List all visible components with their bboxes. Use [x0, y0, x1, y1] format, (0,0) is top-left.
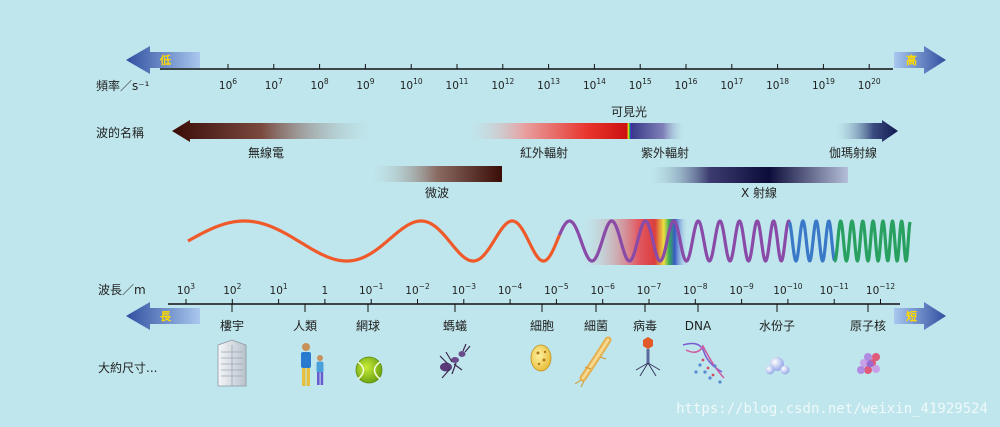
frequency-tick-label: 1018	[766, 77, 789, 92]
wavelength-tick-label: 1	[322, 285, 329, 297]
arrow-label-short: 短	[906, 309, 917, 323]
wavelength-tick-label: 10−4	[498, 282, 523, 297]
size-object-label: 細胞	[530, 319, 554, 333]
wave-segment	[833, 219, 912, 263]
frequency-tick-label: 1017	[720, 77, 743, 92]
band-visible: 可見光	[611, 105, 647, 139]
band-ultraviolet: 紫外輻射	[632, 123, 689, 160]
wavelength-tick-label: 10−12	[866, 282, 895, 297]
human-icon	[301, 343, 324, 386]
band-label-microwave: 微波	[425, 186, 449, 200]
frequency-tick-label: 1016	[675, 77, 698, 92]
frequency-tick-label: 1010	[400, 77, 423, 92]
size-object-label: 螞蟻	[443, 319, 467, 333]
wavelength-ticks: 103 102 101 1 10−1 10−2 10−3 10−4 10−5 10−6 10−7 10…	[177, 282, 895, 304]
wavelength-tick-label: 103	[177, 282, 195, 297]
frequency-tick-label: 1013	[537, 77, 560, 92]
size-object-label: 網球	[356, 319, 380, 333]
size-object-label: 病毒	[633, 318, 657, 333]
bottom-direction-arrow-right: 短	[894, 302, 946, 330]
virus-icon	[635, 337, 661, 377]
wavelength-tick-label: 10−3	[452, 282, 477, 297]
wavelength-tick-label: 10−1	[359, 282, 384, 297]
frequency-tick-label: 109	[356, 77, 374, 92]
band-label-infrared: 紅外輻射	[520, 145, 568, 160]
size-row-label: 大約尺寸...	[98, 360, 157, 375]
band-microwave: 微波	[372, 166, 502, 200]
arrow-label-high: 高	[906, 53, 917, 67]
wavelength-tick-label: 102	[223, 282, 241, 297]
size-object-labels: 樓宇 人類 網球 螞蟻 細胞 細菌 病毒 DNA 水份子 原子核	[220, 304, 886, 333]
band-label-gamma: 伽瑪射線	[829, 145, 877, 160]
frequency-tick-label: 1012	[491, 77, 514, 92]
frequency-tick-label: 1011	[446, 77, 469, 92]
frequency-tick-label: 107	[265, 77, 283, 92]
ant-icon	[439, 343, 471, 379]
wavelength-tick-label: 10−6	[590, 282, 615, 297]
wavelength-tick-label: 10−2	[405, 282, 430, 297]
band-label-ultraviolet: 紫外輻射	[641, 145, 689, 160]
band-label-radio: 無線電	[248, 145, 284, 160]
wavelength-tick-label: 10−11	[820, 282, 849, 297]
wavelength-tick-label: 101	[270, 282, 288, 297]
wavelength-tick-label: 10−10	[773, 282, 802, 297]
frequency-row-label: 頻率／s⁻¹	[96, 78, 150, 93]
frequency-tick-label: 1015	[629, 77, 652, 92]
tennis-ball-icon	[355, 356, 383, 384]
frequency-tick-label: 1019	[812, 77, 835, 92]
size-object-label: 原子核	[850, 319, 886, 333]
wavelength-row-label: 波長／m	[98, 283, 146, 297]
size-object-label: 人類	[293, 319, 317, 333]
dna-icon	[682, 342, 725, 384]
size-object-label: 細菌	[584, 319, 608, 333]
wave-segment	[787, 219, 837, 263]
band-label-visible: 可見光	[611, 105, 647, 119]
band-gamma: 伽瑪射線	[829, 120, 898, 160]
band-xray: X 射線	[650, 167, 848, 200]
building-icon	[217, 339, 247, 387]
band-label-xray: X 射線	[741, 185, 777, 200]
frequency-tick-label: 1020	[858, 77, 881, 92]
wavelength-tick-label: 10−9	[729, 282, 754, 297]
size-object-label: DNA	[685, 319, 712, 333]
frequency-ticks: 106 107 108 109 1010 1011 1012 1013 1014 1015 1016…	[219, 64, 881, 92]
top-direction-arrow-left: 低	[126, 46, 200, 74]
atomic-nucleus-icon	[857, 353, 880, 374]
arrow-label-low: 低	[159, 53, 171, 67]
em-wave	[186, 219, 912, 263]
wavelength-tick-label: 10−5	[544, 282, 569, 297]
frequency-tick-label: 106	[219, 77, 237, 92]
band-infrared: 紅外輻射	[468, 123, 628, 160]
wavelength-tick-label: 10−8	[683, 282, 708, 297]
wave-segment	[558, 219, 791, 263]
watermark: https://blog.csdn.net/weixin_41929524	[676, 401, 988, 417]
top-direction-arrow-right: 高	[894, 46, 946, 74]
wave-segment	[186, 219, 561, 263]
bottom-direction-arrow-left: 長	[126, 302, 200, 330]
cell-icon	[530, 344, 552, 372]
size-object-label: 樓宇	[220, 318, 244, 333]
wavelength-tick-label: 10−7	[637, 282, 662, 297]
arrow-label-long: 長	[160, 310, 172, 323]
water-molecule-icon	[765, 357, 790, 375]
bacterium-icon	[574, 336, 612, 388]
wave-name-row-label: 波的名稱	[96, 125, 144, 140]
size-object-label: 水份子	[759, 319, 795, 333]
frequency-tick-label: 108	[311, 77, 329, 92]
frequency-tick-label: 1014	[583, 77, 606, 92]
band-radio: 無線電	[172, 120, 372, 160]
